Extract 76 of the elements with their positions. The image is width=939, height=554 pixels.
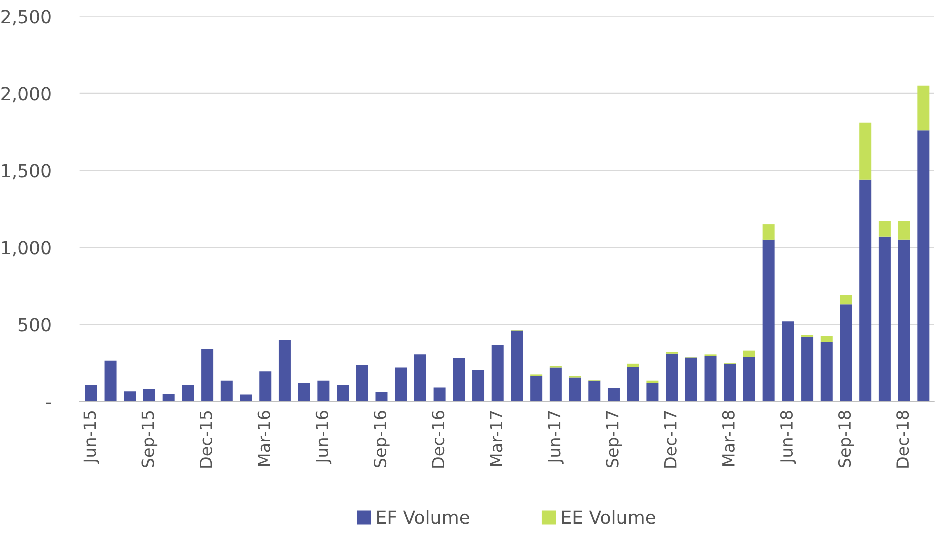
bar <box>743 356 756 402</box>
bar <box>162 394 175 402</box>
bar <box>530 376 543 402</box>
y-tick-label: 500 <box>18 318 51 332</box>
x-tick-label: Jun-15 <box>84 411 100 464</box>
bar <box>453 358 466 402</box>
bar <box>666 354 678 402</box>
y-tick-label: - <box>46 402 52 404</box>
x-tick-label: Jun-17 <box>548 411 564 464</box>
y-tick-label: 2,500 <box>2 10 51 26</box>
x-tick-label: Dec-15 <box>200 411 212 468</box>
bar <box>414 354 426 402</box>
legend-label: EE Volume <box>562 510 656 524</box>
bar <box>820 342 833 402</box>
bar <box>220 380 233 402</box>
bar <box>337 385 350 402</box>
x-tick-label: Sep-17 <box>606 411 622 468</box>
x-tick-label: Mar-18 <box>722 411 735 466</box>
bar <box>278 340 291 402</box>
bar <box>782 322 794 402</box>
y-tick-label: 1,000 <box>2 241 51 257</box>
bar <box>802 336 814 402</box>
bar <box>143 389 156 402</box>
bar <box>704 356 717 402</box>
bar <box>434 388 446 402</box>
bar <box>511 330 524 402</box>
x-tick-label: Dec-16 <box>432 411 445 468</box>
bar <box>298 383 310 402</box>
bar <box>918 130 930 402</box>
bar <box>898 221 910 240</box>
bar <box>898 240 910 402</box>
bar <box>724 364 736 402</box>
bar <box>860 180 872 402</box>
bar <box>492 345 504 402</box>
bar <box>918 86 930 131</box>
x-tick-label: Dec-17 <box>664 411 677 468</box>
bar <box>240 394 252 402</box>
legend-label: EF Volume <box>378 510 470 524</box>
bar <box>840 304 852 402</box>
x-tick-label: Mar-16 <box>258 411 270 466</box>
bar <box>124 392 136 402</box>
x-tick-label: Sep-15 <box>142 411 158 468</box>
bar <box>550 368 562 402</box>
bar <box>860 122 872 180</box>
bar <box>878 221 891 237</box>
x-tick-label: Mar-17 <box>490 411 503 466</box>
x-tick-label: Sep-18 <box>838 411 854 468</box>
bar <box>646 383 659 402</box>
bar <box>588 380 601 402</box>
bar <box>104 360 117 402</box>
bar <box>878 236 891 402</box>
bar <box>85 385 98 402</box>
bar <box>743 350 756 357</box>
x-tick-label: Jun-18 <box>780 411 796 464</box>
bar <box>260 372 272 402</box>
x-tick-label: Dec-18 <box>896 411 910 468</box>
x-tick-label: Jun-16 <box>316 411 332 464</box>
bar <box>182 385 194 402</box>
y-tick-label: 2,000 <box>2 87 51 103</box>
y-tick-label: 1,500 <box>2 164 51 180</box>
bar <box>569 378 582 402</box>
x-tick-label: Sep-16 <box>374 411 390 468</box>
bar <box>762 224 775 240</box>
bar <box>395 368 408 402</box>
bar <box>685 358 698 402</box>
bar <box>376 392 388 402</box>
bar <box>627 364 640 367</box>
bar <box>608 388 620 402</box>
bar <box>627 366 640 402</box>
bar <box>356 365 368 402</box>
bar <box>840 295 852 305</box>
bar <box>820 336 833 342</box>
bar <box>202 349 214 402</box>
bar <box>762 240 775 402</box>
bar <box>472 370 485 402</box>
bar <box>318 380 330 402</box>
